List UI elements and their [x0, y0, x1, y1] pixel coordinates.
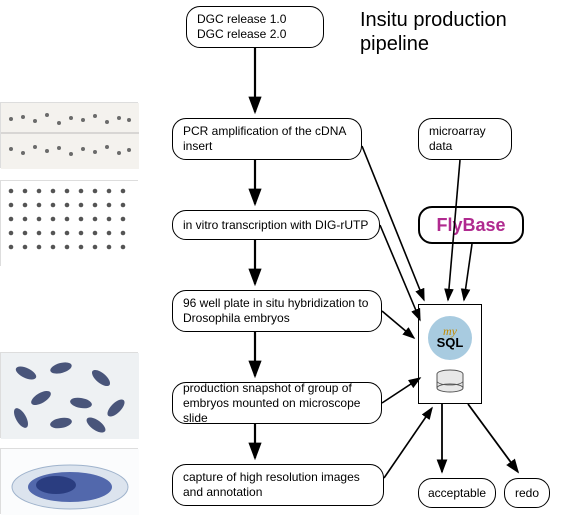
micro-line2: data [429, 139, 452, 154]
node-database: my SQL [418, 304, 482, 404]
diagram-title: Insitu production pipeline [360, 8, 507, 56]
ivt-label: in vitro transcription with DIG-rUTP [183, 218, 368, 233]
pcr-label: PCR amplification of the cDNA insert [183, 124, 351, 154]
node-pcr: PCR amplification of the cDNA insert [172, 118, 362, 160]
dgc-line1: DGC release 1.0 [197, 12, 286, 27]
node-dgc: DGC release 1.0 DGC release 2.0 [186, 6, 324, 48]
embryo-closeup [0, 448, 138, 514]
node-acceptable: acceptable [418, 478, 496, 508]
embryos-image [0, 352, 138, 438]
redo-label: redo [515, 486, 539, 501]
node-snap: production snapshot of group of embryos … [172, 382, 382, 424]
accept-label: acceptable [428, 486, 486, 501]
title-line2: pipeline [360, 33, 429, 55]
title-line1: Insitu production [360, 9, 507, 31]
node-ivt: in vitro transcription with DIG-rUTP [172, 210, 380, 240]
snap-label: production snapshot of group of embryos … [183, 381, 371, 426]
gel-image [0, 102, 138, 168]
node-flybase: FlyBase [418, 206, 524, 244]
flybase-label: FlyBase [436, 214, 505, 237]
mysql-icon: my SQL [428, 316, 472, 360]
node-microarray: microarray data [418, 118, 512, 160]
node-hyb: 96 well plate in situ hybridization to D… [172, 290, 382, 332]
node-redo: redo [504, 478, 550, 508]
spot-array-image [0, 180, 138, 266]
mysql-sql: SQL [437, 337, 464, 349]
cap-label: capture of high resolution images and an… [183, 470, 373, 500]
node-cap: capture of high resolution images and an… [172, 464, 384, 506]
dgc-line2: DGC release 2.0 [197, 27, 286, 42]
database-cylinder-icon [435, 369, 465, 393]
hyb-label: 96 well plate in situ hybridization to D… [183, 296, 371, 326]
micro-line1: microarray [429, 124, 486, 139]
